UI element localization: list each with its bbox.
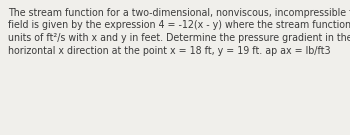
Text: horizontal x direction at the point x = 18 ft, y = 19 ft. ap ax = lb/ft3: horizontal x direction at the point x = … (8, 45, 331, 55)
Text: units of ft²/s with x and y in feet. Determine the pressure gradient in the: units of ft²/s with x and y in feet. Det… (8, 33, 350, 43)
Text: The stream function for a two-dimensional, nonviscous, incompressible flow: The stream function for a two-dimensiona… (8, 8, 350, 18)
Text: field is given by the expression 4 = -12(x - y) where the stream function has th: field is given by the expression 4 = -12… (8, 21, 350, 31)
